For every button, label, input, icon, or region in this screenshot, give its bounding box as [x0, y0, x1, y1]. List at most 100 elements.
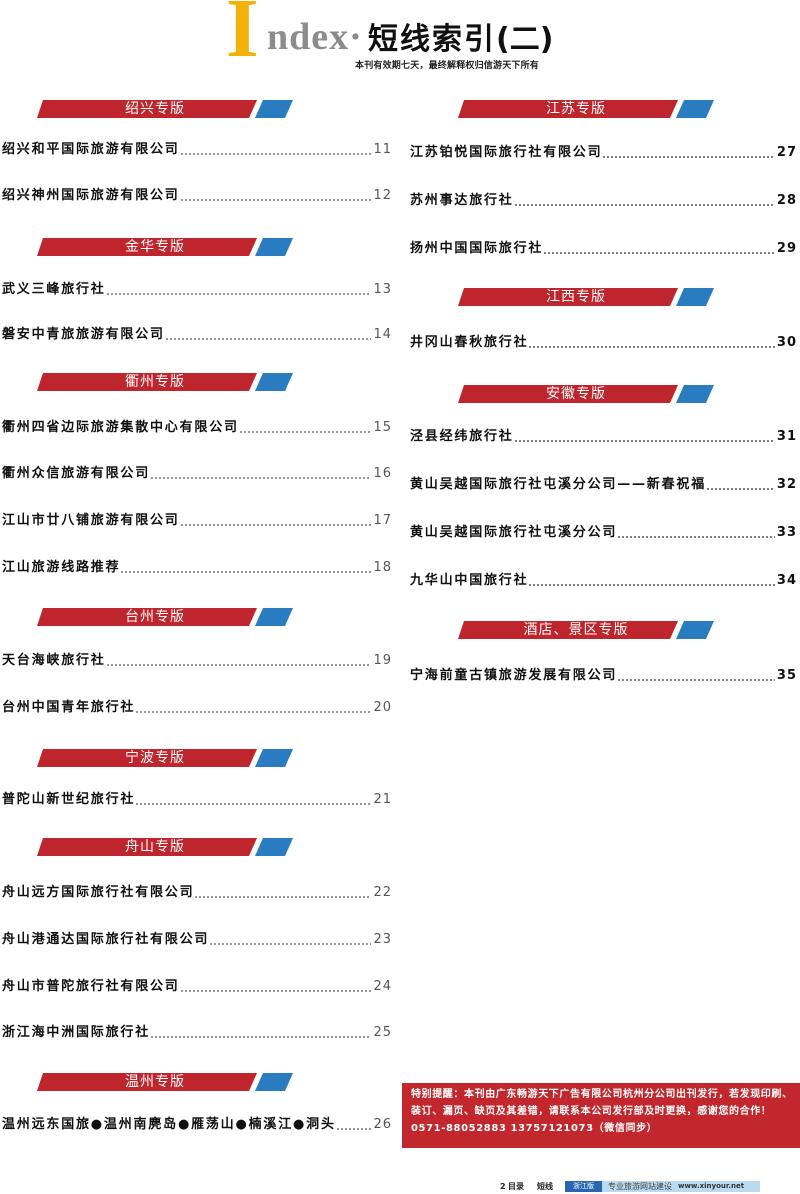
page-number: 23	[373, 932, 392, 947]
banner-ribbon-shape	[37, 373, 293, 391]
dot-leader	[120, 571, 372, 573]
section-banner-jiangsu: 江苏专版	[458, 100, 714, 118]
footer-slogan: 专业旅游网站建设	[608, 1182, 672, 1191]
dot-leader	[179, 153, 372, 155]
section-banner-taizhou: 台州专版	[37, 608, 293, 626]
page-number: 20	[373, 700, 392, 715]
entry-title: 衢州四省边际旅游集散中心有限公司	[2, 420, 239, 435]
page-number: 18	[373, 560, 392, 575]
footer-page-number: 2	[500, 1182, 506, 1191]
entry-title: 黄山吴越国际旅行社屯溪分公司	[410, 525, 618, 540]
banner-ribbon-shape	[37, 838, 293, 856]
dot-leader	[617, 536, 775, 538]
section-title: 台州专版	[125, 609, 185, 625]
page-number: 31	[776, 429, 797, 444]
banner-ribbon-shape	[458, 100, 714, 118]
banner-ribbon-shape	[37, 749, 293, 767]
section-banner-hotel-scenic: 酒店、景区专版	[458, 621, 714, 639]
page-number: 34	[776, 573, 797, 588]
entry-title: 江山旅游线路推荐	[2, 560, 121, 575]
page-number: 28	[776, 193, 797, 208]
section-title: 江西专版	[546, 289, 606, 305]
entry-title: 台州中国青年旅行社	[2, 700, 136, 715]
dot-leader	[105, 293, 372, 295]
index-entry: 井冈山春秋旅行社 30	[410, 335, 797, 351]
section-banner-jinhua: 金华专版	[37, 238, 293, 256]
banner-ribbon-shape	[458, 385, 714, 403]
section-title: 金华专版	[125, 239, 185, 255]
page-title-suffix: (二)	[496, 22, 554, 57]
page-number: 22	[373, 885, 392, 900]
dot-leader	[150, 1036, 372, 1038]
dot-leader	[105, 664, 372, 666]
page-number: 29	[776, 241, 797, 256]
section-title: 绍兴专版	[125, 101, 185, 117]
section-banner-quzhou: 衢州专版	[37, 373, 293, 391]
dot-leader	[617, 679, 775, 681]
index-entry: 武义三峰旅行社 13	[2, 282, 392, 298]
index-entry: 天台海峡旅行社 19	[2, 653, 392, 669]
page-number: 25	[373, 1025, 392, 1040]
page-number: 13	[373, 282, 392, 297]
page-number: 14	[373, 327, 392, 342]
section-title: 宁波专版	[125, 750, 185, 766]
index-entry: 衢州众信旅游有限公司 16	[2, 466, 392, 482]
page-number: 32	[776, 477, 797, 492]
entry-title: 苏州事达旅行社	[410, 193, 514, 208]
page-subtitle: 本刊有效期七天，最终解释权归信游天下所有	[355, 61, 540, 71]
index-entry: 宁海前童古镇旅游发展有限公司 35	[410, 668, 797, 684]
page-number: 21	[373, 792, 392, 807]
entry-title: 宁海前童古镇旅游发展有限公司	[410, 668, 618, 683]
section-banner-anhui: 安徽专版	[458, 385, 714, 403]
page-number: 17	[373, 513, 392, 528]
page-number: 35	[776, 668, 797, 683]
section-title: 安徽专版	[546, 386, 606, 402]
entry-title: 衢州众信旅游有限公司	[2, 466, 151, 481]
page-number: 12	[373, 188, 392, 203]
banner-ribbon-shape	[37, 608, 293, 626]
dot-leader	[602, 156, 775, 158]
page-number: 11	[373, 142, 392, 157]
dot-leader	[150, 477, 372, 479]
dot-leader	[528, 584, 775, 586]
entry-title: 磐安中青旅旅游有限公司	[2, 327, 165, 342]
entry-title: 天台海峡旅行社	[2, 653, 106, 668]
banner-ribbon-shape	[458, 621, 714, 639]
index-entry: 磐安中青旅旅游有限公司 14	[2, 327, 392, 343]
index-entry: 黄山吴越国际旅行社屯溪分公司——新春祝福 32	[410, 477, 797, 493]
banner-ribbon-shape	[37, 238, 293, 256]
entry-title: 普陀山新世纪旅行社	[2, 792, 136, 807]
dot-leader	[179, 199, 372, 201]
dot-leader	[513, 204, 775, 206]
section-banner-zhoushan: 舟山专版	[37, 838, 293, 856]
entry-title: 泾县经纬旅行社	[410, 429, 514, 444]
special-notice-box: 特别提醒：本刊由广东畅游天下广告有限公司杭州分公司出刊发行，若发现印刷、 装订、…	[402, 1083, 800, 1148]
section-title: 衢州专版	[125, 374, 185, 390]
entry-title: 绍兴和平国际旅游有限公司	[2, 142, 180, 157]
entry-title: 温州远东国旅●温州南麂岛●雁荡山●楠溪江●洞头	[2, 1117, 336, 1132]
footer-category: 短线	[537, 1182, 553, 1191]
index-entry: 台州中国青年旅行社 20	[2, 700, 392, 716]
entry-title: 舟山市普陀旅行社有限公司	[2, 979, 180, 994]
dot-leader	[543, 252, 775, 254]
index-entry: 衢州四省边际旅游集散中心有限公司 15	[2, 420, 392, 436]
index-entry: 扬州中国国际旅行社 29	[410, 241, 797, 257]
dot-leader	[238, 431, 372, 433]
dot-leader	[513, 440, 775, 442]
dot-leader	[528, 346, 775, 348]
index-entry: 苏州事达旅行社 28	[410, 193, 797, 209]
footer-section: 目录	[508, 1182, 524, 1191]
title-latin-text: ndex·	[267, 16, 363, 58]
entry-title: 扬州中国国际旅行社	[410, 241, 544, 256]
dot-leader	[164, 338, 372, 340]
index-entry: 舟山港通达国际旅行社有限公司 23	[2, 932, 392, 948]
index-entry: 绍兴神州国际旅游有限公司 12	[2, 188, 392, 204]
page-number: 30	[776, 335, 797, 350]
page-number: 16	[373, 466, 392, 481]
index-entry: 江山市廿八铺旅游有限公司 17	[2, 513, 392, 529]
index-entry: 绍兴和平国际旅游有限公司 11	[2, 142, 392, 158]
dot-leader	[179, 990, 372, 992]
page-title: 短线索引(二)	[368, 25, 553, 55]
page-title-main: 短线索引	[368, 22, 496, 57]
page-number: 15	[373, 420, 392, 435]
